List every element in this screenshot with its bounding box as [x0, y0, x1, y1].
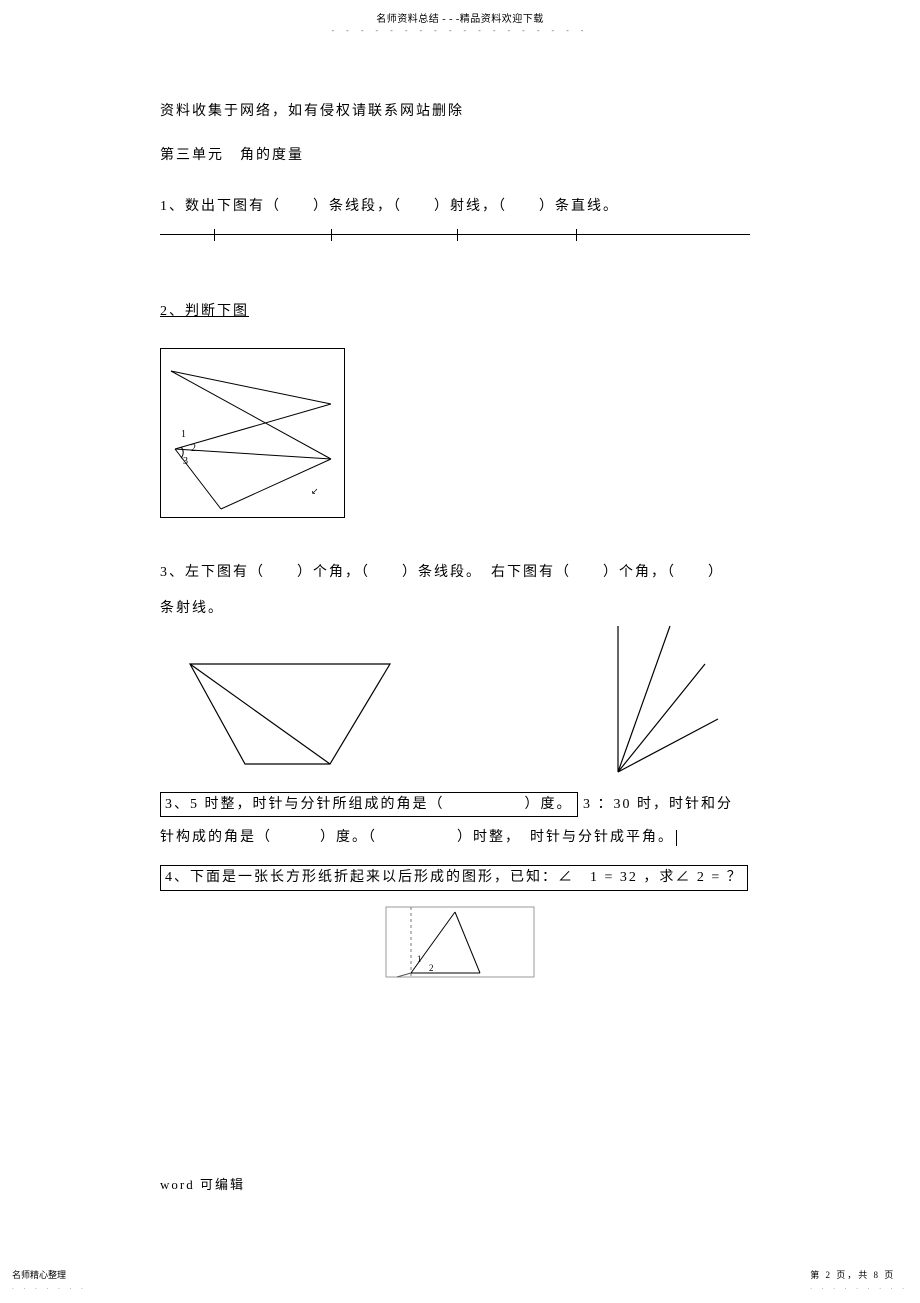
footer-bottom-left-text: 名师精心整理	[12, 1270, 66, 1280]
question-4-box: 4、下面是一张长方形纸折起来以后形成的图形，已知：∠ 1 = 32 ，求∠ 2 …	[160, 865, 748, 891]
q4-figure: 1 2	[385, 906, 535, 978]
main-content: 资料收集于网络，如有侵权请联系网站删除 第三单元 角的度量 1、数出下图有（ ）…	[0, 35, 920, 978]
q3-left-figure	[170, 654, 410, 774]
footer-bottom-right: 第 2 页，共 8 页 . . . . . . . . .	[810, 1268, 908, 1291]
document-page: 名师资料总结 - - -精品资料欢迎下载 - - - - - - - - - -…	[0, 0, 920, 1303]
q3b-line1-box: 3、5 时整，时针与分针所组成的角是（ ）度。	[160, 792, 578, 818]
q3-figure-row	[160, 624, 760, 774]
question-3a-cont: 条射线。	[160, 592, 760, 626]
footer-bottom-left-dots: . . . . . . .	[12, 1283, 87, 1291]
header-dots: - - - - - - - - - - - - - - - - - -	[0, 26, 920, 35]
q3b-line1-text: 3、5 时整，时针与分针所组成的角是（ ）度。	[165, 797, 573, 812]
footer-bottom-left: 名师精心整理 . . . . . . .	[12, 1268, 87, 1291]
q2-figure-box: 1 2 3 ↙	[160, 348, 345, 518]
q1-tick	[331, 229, 332, 241]
q2-angle-label-3: 3	[183, 456, 190, 467]
question-2-label-text: 2、判断下图	[160, 304, 249, 319]
q2-angle-label-2: 2	[191, 443, 198, 454]
q1-tick	[576, 229, 577, 241]
q1-number-line	[160, 234, 750, 235]
question-2-label: 2、判断下图	[160, 295, 760, 329]
q2-angle-label-1: 1	[181, 429, 188, 440]
q3b-line1-tail: 3 ：30 时，时针和分	[583, 797, 733, 812]
question-3a: 3、左下图有（ ）个角，（ ）条线段。 右下图有（ ）个角，（ ）	[160, 556, 760, 590]
footer-editable-note: word 可编辑	[160, 1174, 245, 1193]
header-title: 名师资料总结 - - -精品资料欢迎下载	[0, 0, 920, 25]
question-4-text: 4、下面是一张长方形纸折起来以后形成的图形，已知：∠ 1 = 32 ，求∠ 2 …	[165, 870, 743, 885]
q2-cursor-icon: ↙	[311, 487, 321, 497]
unit-title: 第三单元 角的度量	[160, 139, 760, 173]
question-1: 1、数出下图有（ ）条线段，（ ）射线，（ ）条直线。	[160, 190, 760, 224]
q4-angle-label-1: 1	[417, 954, 424, 964]
footer-bottom-right-dots: . . . . . . . . .	[810, 1283, 908, 1291]
q3b-block: 3、5 时整，时针与分针所组成的角是（ ）度。 3 ：30 时，时针和分 针构成…	[160, 788, 760, 855]
footer-bottom-right-text: 第 2 页，共 8 页	[810, 1270, 895, 1280]
q4-angle-label-2: 2	[429, 963, 436, 973]
q3-right-figure	[600, 624, 720, 774]
q1-tick	[214, 229, 215, 241]
q1-tick	[457, 229, 458, 241]
source-note: 资料收集于网络，如有侵权请联系网站删除	[160, 95, 760, 129]
q3b-line2: 针构成的角是（ ）度。（ ）时整， 时针与分针成平角。	[160, 826, 674, 850]
q3b-trailing-bar	[676, 830, 677, 846]
